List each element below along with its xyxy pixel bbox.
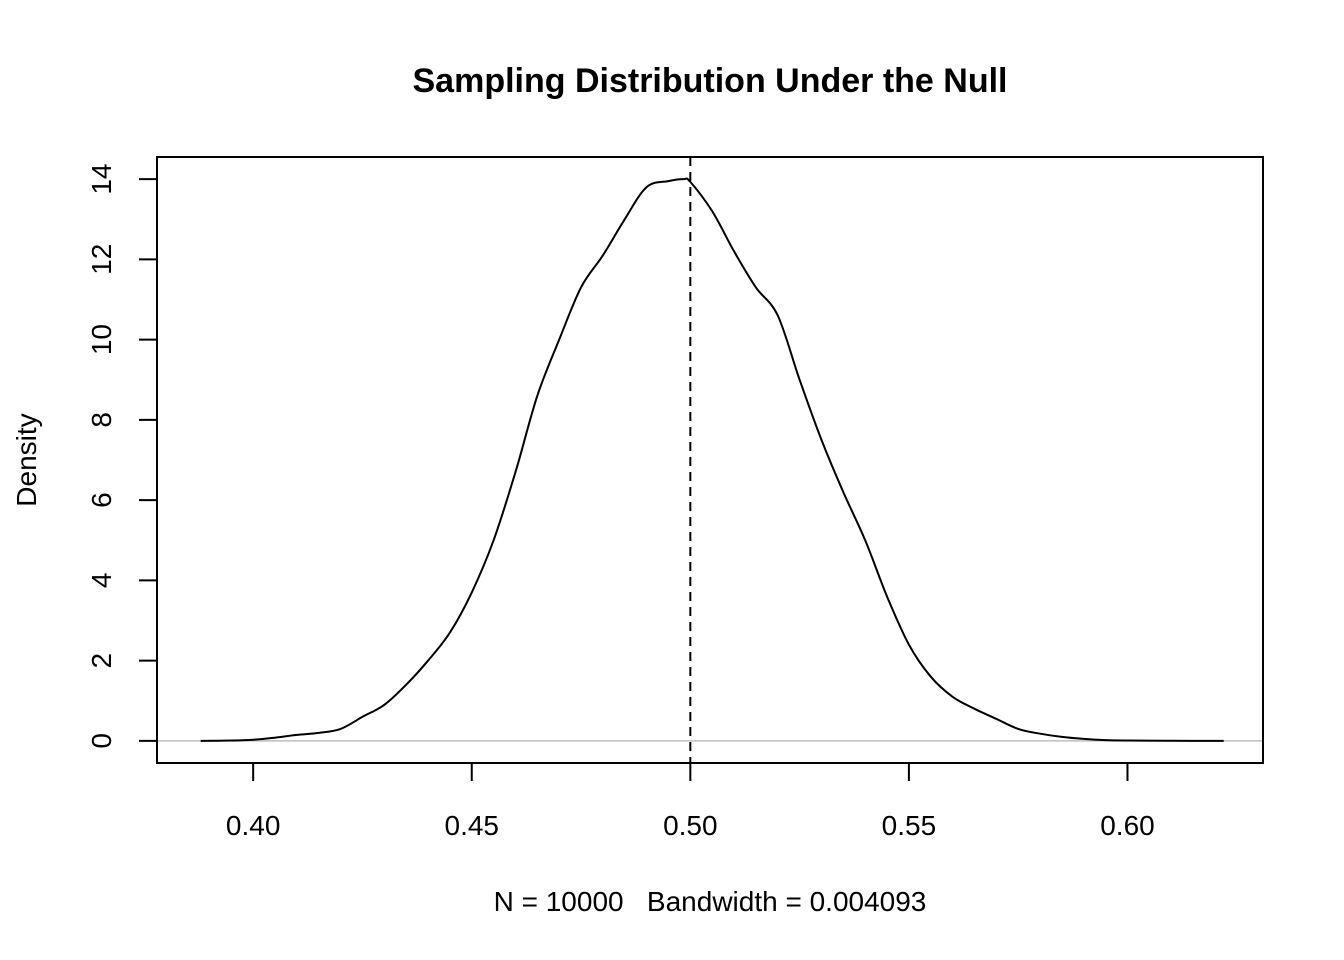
x-axis: 0.40 0.45 0.50 0.55 0.60	[226, 762, 1155, 841]
x-tick-label: 0.60	[1100, 810, 1155, 841]
y-axis: 0 2 4 6 8 10 12 14	[86, 164, 158, 749]
y-tick-label: 12	[86, 244, 117, 275]
y-tick-label: 6	[86, 492, 117, 508]
y-tick-label: 14	[86, 164, 117, 195]
y-axis-label: Density	[11, 413, 42, 506]
y-tick-label: 2	[86, 653, 117, 669]
x-tick-label: 0.40	[226, 810, 281, 841]
chart-title: Sampling Distribution Under the Null	[413, 62, 1008, 100]
plot-frame	[156, 156, 1264, 764]
y-tick-label: 8	[86, 412, 117, 428]
y-tick-label: 4	[86, 573, 117, 589]
x-axis-label: N = 10000 Bandwidth = 0.004093	[494, 886, 927, 917]
y-tick-label: 0	[86, 733, 117, 749]
x-tick-label: 0.55	[882, 810, 937, 841]
plot-area	[157, 157, 1263, 763]
y-tick-label: 10	[86, 324, 117, 355]
density-curve	[200, 177, 1224, 742]
x-tick-label: 0.50	[663, 810, 718, 841]
x-tick-label: 0.45	[445, 810, 500, 841]
